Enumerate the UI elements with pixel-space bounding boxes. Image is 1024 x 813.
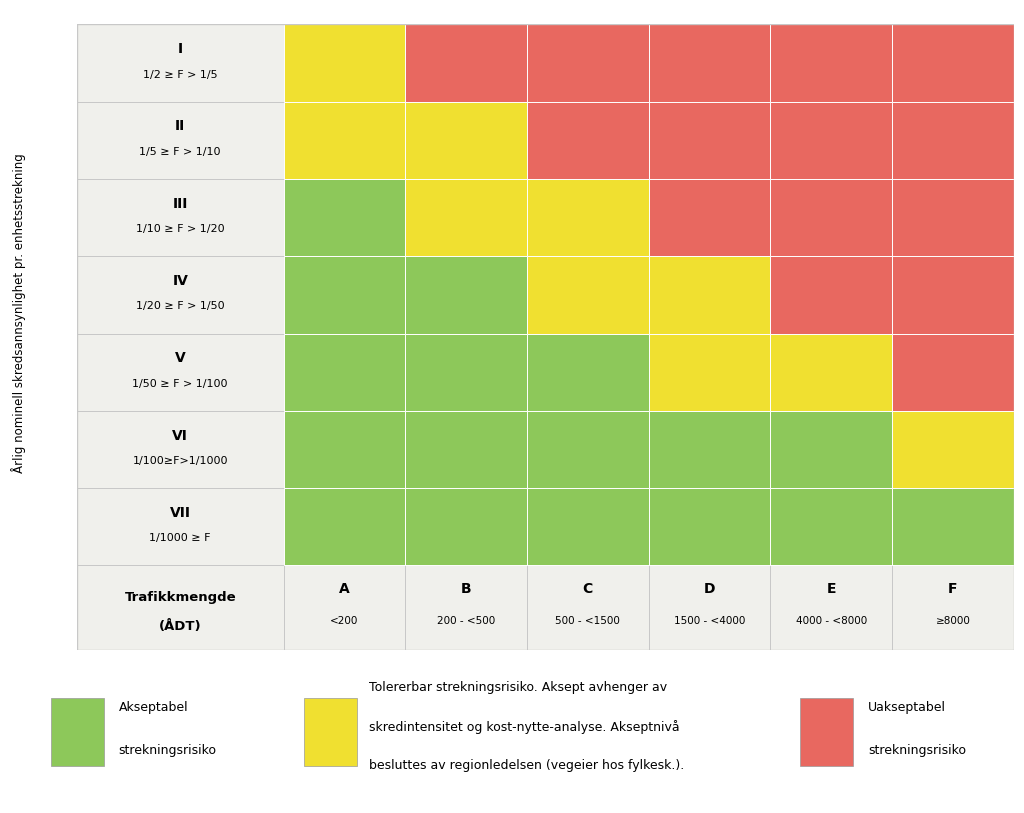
Bar xyxy=(527,411,649,488)
Bar xyxy=(284,565,406,650)
Text: <200: <200 xyxy=(331,615,358,626)
Bar xyxy=(800,698,853,766)
Bar xyxy=(649,179,770,256)
Bar xyxy=(77,565,284,650)
Bar xyxy=(406,565,527,650)
Bar xyxy=(77,333,284,411)
Bar xyxy=(649,333,770,411)
Bar xyxy=(284,102,406,179)
Bar xyxy=(51,698,104,766)
Bar xyxy=(527,102,649,179)
Bar xyxy=(770,565,892,650)
Text: Tolererbar strekningsrisiko. Aksept avhenger av: Tolererbar strekningsrisiko. Aksept avhe… xyxy=(369,681,667,694)
Bar xyxy=(527,179,649,256)
Text: 500 - <1500: 500 - <1500 xyxy=(555,615,621,626)
Bar xyxy=(527,24,649,102)
Bar xyxy=(284,411,406,488)
Bar xyxy=(892,179,1014,256)
Text: III: III xyxy=(172,197,188,211)
Bar xyxy=(77,102,284,179)
Text: I: I xyxy=(178,42,183,56)
Text: 200 - <500: 200 - <500 xyxy=(437,615,496,626)
Text: VI: VI xyxy=(172,428,188,442)
Bar xyxy=(649,565,770,650)
Bar xyxy=(406,179,527,256)
Text: strekningsrisiko: strekningsrisiko xyxy=(868,744,966,757)
Bar xyxy=(406,24,527,102)
Text: F: F xyxy=(948,582,957,596)
Bar xyxy=(406,411,527,488)
Bar xyxy=(892,565,1014,650)
Bar xyxy=(892,256,1014,333)
Bar xyxy=(303,698,357,766)
Bar xyxy=(527,565,649,650)
Text: Uakseptabel: Uakseptabel xyxy=(868,701,946,714)
Bar xyxy=(406,333,527,411)
Bar xyxy=(770,24,892,102)
Bar xyxy=(284,488,406,565)
Text: II: II xyxy=(175,120,185,133)
Text: E: E xyxy=(826,582,836,596)
Bar xyxy=(77,24,284,102)
Bar xyxy=(892,488,1014,565)
Bar xyxy=(406,256,527,333)
Text: C: C xyxy=(583,582,593,596)
Bar xyxy=(527,256,649,333)
Bar xyxy=(892,411,1014,488)
Text: strekningsrisiko: strekningsrisiko xyxy=(119,744,217,757)
Bar xyxy=(284,24,406,102)
Bar xyxy=(406,488,527,565)
Text: Trafikkmengde: Trafikkmengde xyxy=(125,591,237,604)
Bar xyxy=(770,256,892,333)
Bar xyxy=(406,102,527,179)
Text: IV: IV xyxy=(172,274,188,288)
Bar xyxy=(284,256,406,333)
Text: A: A xyxy=(339,582,350,596)
Bar xyxy=(284,179,406,256)
Text: 4000 - <8000: 4000 - <8000 xyxy=(796,615,867,626)
Text: 1/1000 ≥ F: 1/1000 ≥ F xyxy=(150,533,211,543)
Text: 1/20 ≥ F > 1/50: 1/20 ≥ F > 1/50 xyxy=(136,302,224,311)
Bar xyxy=(527,333,649,411)
Text: 1/50 ≥ F > 1/100: 1/50 ≥ F > 1/100 xyxy=(132,379,228,389)
Bar xyxy=(649,102,770,179)
Text: besluttes av regionledelsen (vegeier hos fylkesk.).: besluttes av regionledelsen (vegeier hos… xyxy=(369,759,684,772)
Text: B: B xyxy=(461,582,471,596)
Text: skredintensitet og kost-nytte-analyse. Akseptnivå: skredintensitet og kost-nytte-analyse. A… xyxy=(369,720,679,734)
Bar xyxy=(527,488,649,565)
Text: 1/100≥F>1/1000: 1/100≥F>1/1000 xyxy=(132,456,228,466)
Bar xyxy=(649,488,770,565)
Bar xyxy=(892,102,1014,179)
Text: Akseptabel: Akseptabel xyxy=(119,701,188,714)
Bar xyxy=(892,333,1014,411)
Bar xyxy=(770,411,892,488)
Text: ≥8000: ≥8000 xyxy=(936,615,971,626)
Text: 1/5 ≥ F > 1/10: 1/5 ≥ F > 1/10 xyxy=(139,147,221,157)
Bar xyxy=(649,411,770,488)
Text: 1/2 ≥ F > 1/5: 1/2 ≥ F > 1/5 xyxy=(143,70,217,80)
Bar xyxy=(77,179,284,256)
Text: 1/10 ≥ F > 1/20: 1/10 ≥ F > 1/20 xyxy=(136,224,224,234)
Bar xyxy=(770,102,892,179)
Bar xyxy=(649,256,770,333)
Text: 1500 - <4000: 1500 - <4000 xyxy=(674,615,745,626)
Bar xyxy=(770,333,892,411)
Text: D: D xyxy=(703,582,716,596)
Text: V: V xyxy=(175,351,185,365)
Text: (ÅDT): (ÅDT) xyxy=(159,620,202,633)
Text: Årlig nominell skredsannsynlighet pr. enhetsstrekning: Årlig nominell skredsannsynlighet pr. en… xyxy=(11,153,26,473)
Bar xyxy=(77,411,284,488)
Bar xyxy=(770,179,892,256)
Bar xyxy=(649,24,770,102)
Bar xyxy=(892,24,1014,102)
Bar xyxy=(284,333,406,411)
Bar xyxy=(77,256,284,333)
Text: VII: VII xyxy=(170,506,190,520)
Bar xyxy=(770,488,892,565)
Bar xyxy=(77,488,284,565)
